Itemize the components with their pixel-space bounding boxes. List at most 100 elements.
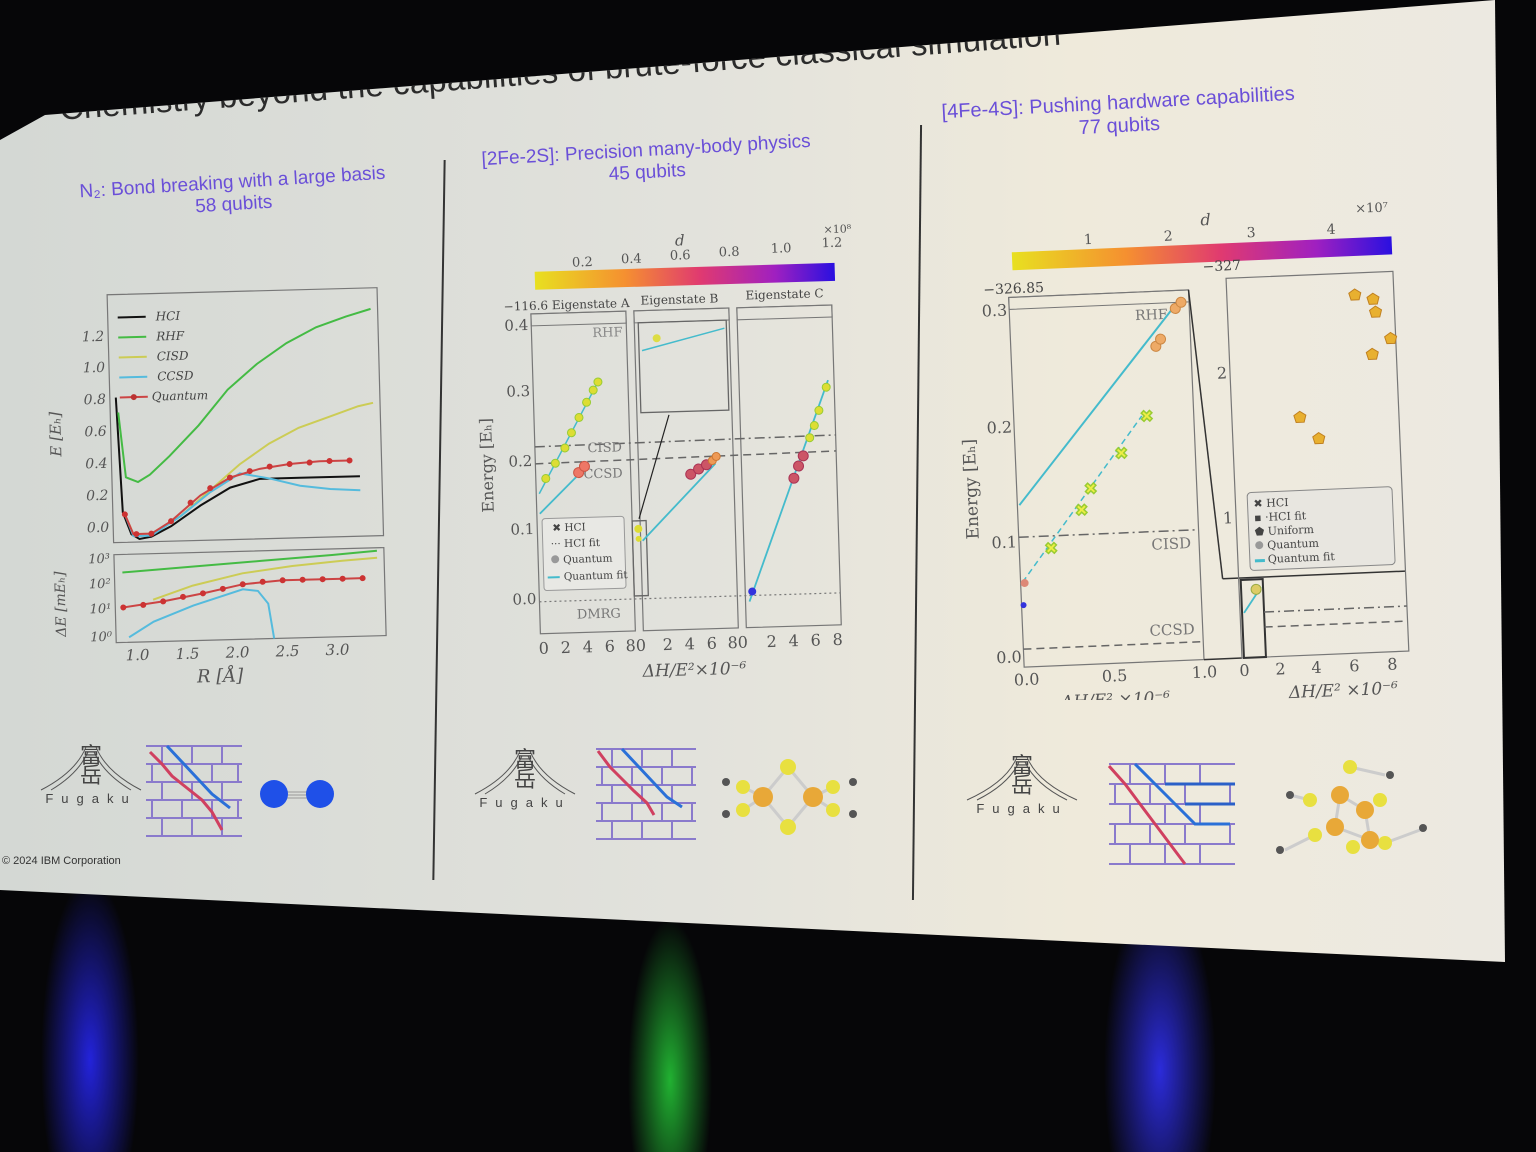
svg-text:0.6: 0.6 (670, 248, 691, 264)
svg-text:1: 1 (1223, 508, 1234, 527)
svg-text:Eigenstate B: Eigenstate B (640, 291, 718, 307)
fe2s2-extrapolation-chart: 0.2 0.4 0.6 0.8 1.0 1.2 d ×10⁸ −116.6 Eigenst… (476, 222, 852, 680)
qubit-lattice-icon (596, 747, 696, 840)
svg-text:0.1: 0.1 (991, 532, 1017, 552)
fe2s2-molecule-icon (722, 759, 857, 835)
svg-text:0.5: 0.5 (1101, 666, 1127, 686)
svg-text:DMRG: DMRG (577, 606, 621, 622)
copyright-text: © 2024 IBM Corporation (2, 855, 121, 867)
svg-text:2: 2 (1275, 659, 1286, 678)
svg-text:Quantum fit: Quantum fit (564, 569, 629, 583)
svg-text:✖: ✖ (1075, 500, 1089, 520)
svg-text:ΔH/E² ×10⁻⁶: ΔH/E² ×10⁻⁶ (1287, 679, 1398, 700)
fugaku-logo: 富 岳 Fugaku (470, 746, 580, 810)
section-divider (911, 125, 923, 900)
svg-text:0: 0 (1239, 661, 1250, 680)
svg-text:d: d (675, 231, 685, 249)
svg-text:⬟ Uniform: ⬟ Uniform (1254, 523, 1314, 538)
svg-text:2: 2 (662, 635, 673, 654)
svg-text:E [Eₕ]: E [Eₕ] (46, 411, 65, 457)
svg-text:1.0: 1.0 (1191, 662, 1217, 682)
svg-text:1: 1 (1084, 232, 1094, 248)
svg-text:3: 3 (1246, 225, 1256, 241)
svg-text:CISD: CISD (1151, 534, 1191, 554)
svg-text:CCSD: CCSD (583, 466, 623, 482)
svg-text:✖: ✖ (1140, 407, 1154, 427)
svg-text:✖: ✖ (1044, 539, 1058, 559)
svg-text:0.2: 0.2 (572, 255, 593, 271)
svg-text:0: 0 (538, 639, 549, 658)
svg-text:CISD: CISD (587, 440, 622, 456)
svg-text:4: 4 (582, 637, 593, 656)
svg-text:d: d (1200, 210, 1211, 229)
svg-text:RHF: RHF (1135, 307, 1168, 324)
svg-text:ΔH/E² ×10⁻⁶: ΔH/E² ×10⁻⁶ (1060, 688, 1171, 700)
svg-text:0.4: 0.4 (621, 252, 642, 268)
svg-text:Eigenstate C: Eigenstate C (745, 286, 824, 302)
fe4s4-molecule-icon (1276, 760, 1427, 854)
svg-text:Energy [Eₕ]: Energy [Eₕ] (476, 418, 498, 513)
svg-text:0.4: 0.4 (85, 456, 108, 473)
svg-text:6: 6 (604, 637, 615, 656)
svg-text:0.8: 0.8 (719, 245, 740, 261)
svg-text:×10⁷: ×10⁷ (1355, 201, 1388, 217)
svg-text:1.0: 1.0 (83, 360, 106, 377)
svg-text:0.2: 0.2 (986, 417, 1012, 437)
svg-text:0.3: 0.3 (981, 301, 1007, 321)
section-heading-4fe4s: [4Fe-4S]: Pushing hardware capabilities … (941, 82, 1296, 140)
svg-text:10²: 10² (89, 577, 111, 593)
svg-text:▪ ·HCI fit: ▪ ·HCI fit (1254, 509, 1307, 524)
svg-text:Quantum fit: Quantum fit (1268, 550, 1336, 566)
n2-molecule-icon (260, 780, 334, 808)
svg-text:3.0: 3.0 (325, 641, 350, 660)
mountain-icon (966, 756, 1078, 801)
svg-text:0.0: 0.0 (512, 590, 536, 609)
svg-text:2: 2 (1163, 229, 1173, 245)
fugaku-logo: 富 岳 Fugaku (36, 742, 146, 806)
svg-text:Quantum: Quantum (152, 388, 209, 403)
svg-text:0.4: 0.4 (504, 316, 528, 335)
svg-text:4: 4 (1311, 658, 1322, 677)
section-heading-2fe2s: [2Fe-2S]: Precision many-body physics 45… (481, 130, 812, 186)
svg-text:−116.6 Eigenstate A: −116.6 Eigenstate A (503, 296, 630, 314)
svg-text:CCSD: CCSD (1149, 620, 1195, 640)
svg-text:2: 2 (766, 632, 777, 651)
svg-text:CCSD: CCSD (157, 369, 194, 384)
mountain-icon (40, 746, 142, 791)
svg-text:10¹: 10¹ (89, 602, 111, 618)
fe4s4-extrapolation-chart: 1 2 3 4 d ×10⁷ −326.85 −327 0.3 0.2 0.1 0.0 En… (960, 201, 1410, 700)
svg-text:10³: 10³ (88, 552, 110, 568)
svg-text:··· HCI fit: ··· HCI fit (551, 537, 601, 550)
fugaku-logo: 富 岳 Fugaku (962, 752, 1082, 816)
svg-text:4: 4 (788, 631, 799, 650)
svg-text:Quantum: Quantum (1267, 537, 1320, 552)
svg-text:8: 8 (1387, 655, 1398, 674)
svg-text:2.0: 2.0 (224, 643, 250, 662)
section-heading-n2: N₂: Bond breaking with a large basis 58 … (78, 162, 386, 218)
svg-text:0.2: 0.2 (86, 488, 109, 505)
svg-text:0.3: 0.3 (506, 382, 530, 401)
svg-text:1.2: 1.2 (821, 236, 842, 252)
svg-text:6: 6 (706, 634, 717, 653)
svg-text:0.8: 0.8 (83, 392, 106, 409)
svg-text:✖: ✖ (1084, 479, 1098, 499)
qubit-lattice-icon (146, 744, 242, 837)
svg-text:1.5: 1.5 (175, 644, 199, 663)
svg-text:0.0: 0.0 (87, 520, 110, 537)
svg-text:HCI: HCI (155, 309, 181, 324)
svg-text:0.2: 0.2 (508, 452, 532, 471)
svg-text:4: 4 (1326, 222, 1336, 238)
svg-text:8: 8 (832, 630, 843, 649)
svg-text:RHF: RHF (155, 329, 185, 344)
svg-text:ΔH/E²×10⁻⁶: ΔH/E²×10⁻⁶ (641, 659, 746, 680)
svg-text:−327: −327 (1202, 258, 1241, 276)
svg-text:Energy [Eₕ]: Energy [Eₕ] (960, 439, 984, 540)
n2-energy-chart: 1.2 1.0 0.8 0.6 0.4 0.2 0.0 E [Eₕ] HCI RHF CI… (46, 287, 387, 688)
svg-text:✖ HCI: ✖ HCI (1253, 496, 1289, 510)
svg-text:1.0: 1.0 (771, 241, 792, 257)
svg-text:✖: ✖ (1114, 444, 1128, 464)
svg-text:Quantum: Quantum (563, 553, 613, 566)
svg-text:2.5: 2.5 (274, 642, 299, 661)
svg-text:80: 80 (625, 636, 646, 656)
svg-text:−326.85: −326.85 (983, 280, 1044, 299)
